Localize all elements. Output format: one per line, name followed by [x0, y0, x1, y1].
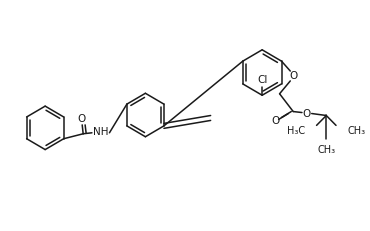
Text: H₃C: H₃C: [287, 126, 305, 136]
Text: O: O: [289, 71, 297, 81]
Text: O: O: [77, 114, 85, 124]
Text: CH₃: CH₃: [348, 126, 366, 136]
Text: O: O: [272, 116, 280, 126]
Text: NH: NH: [93, 127, 108, 137]
Text: O: O: [303, 109, 311, 119]
Text: Cl: Cl: [257, 75, 268, 85]
Text: CH₃: CH₃: [317, 145, 335, 155]
